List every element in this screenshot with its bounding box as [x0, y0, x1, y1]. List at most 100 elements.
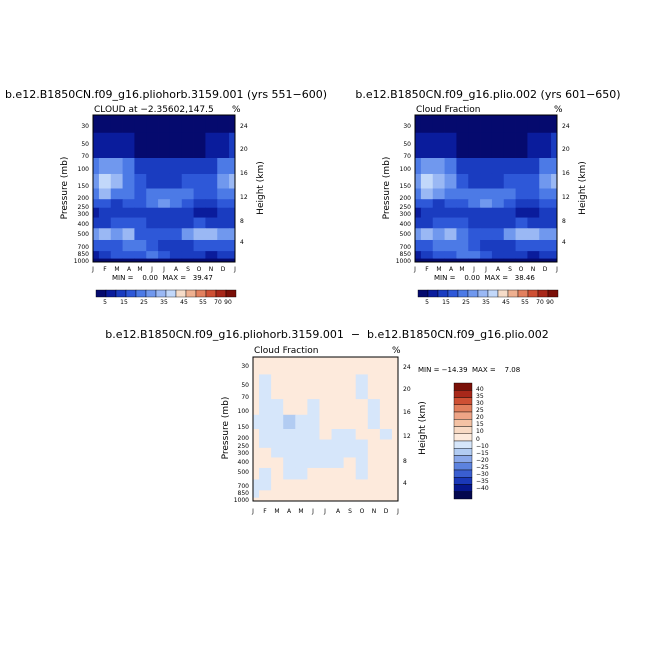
y-tick: 150	[400, 183, 412, 190]
x-tick: J	[162, 266, 165, 273]
heatmap-cell	[367, 497, 381, 502]
y-tick: 500	[238, 469, 250, 476]
heatmap-cell	[259, 429, 272, 440]
heatmap-cell	[229, 115, 236, 134]
colorbar-swatch	[225, 289, 237, 298]
heatmap-cell	[491, 258, 505, 263]
x-tick: A	[174, 266, 179, 273]
heatmap-cell	[98, 188, 112, 200]
colorbar-swatch	[453, 419, 473, 427]
x-tick: F	[425, 266, 429, 273]
heatmap-cell	[367, 429, 381, 440]
panel-2-stats: MIN = 0.00 MAX = 38.46	[434, 274, 535, 282]
heatmap-cell	[229, 239, 236, 252]
heatmap-cell	[93, 188, 100, 200]
heatmap-cell	[468, 258, 481, 263]
heatmap-cell	[539, 199, 552, 209]
heatmap-cell	[134, 188, 147, 200]
colorbar-label: 45	[502, 299, 510, 306]
heatmap-cell	[491, 228, 505, 241]
x-tick: N	[209, 266, 214, 273]
heatmap-cell	[110, 217, 123, 229]
heatmap-cell	[367, 414, 381, 430]
heatmap-cell	[205, 217, 218, 229]
x-tick: A	[496, 266, 501, 273]
panel-2-colorbar	[417, 289, 559, 298]
heatmap-cell	[93, 173, 100, 189]
colorbar-swatch	[205, 289, 217, 298]
heatmap-cell	[367, 399, 381, 416]
heatmap-cell	[93, 199, 100, 209]
colorbar-swatch	[453, 491, 473, 500]
heatmap-cell	[527, 132, 540, 159]
heatmap-cell	[539, 115, 552, 134]
heatmap-cell	[146, 217, 159, 229]
y-tick-right: 8	[403, 458, 407, 465]
heatmap-cell	[456, 173, 469, 189]
heatmap-cell	[480, 258, 493, 263]
heatmap-cell	[539, 132, 552, 159]
heatmap-cell	[283, 479, 296, 491]
heatmap-cell	[169, 158, 183, 175]
x-tick: M	[436, 266, 441, 273]
heatmap-cell	[169, 188, 183, 200]
x-tick: J	[150, 266, 153, 273]
y-tick-right: 4	[240, 239, 244, 246]
heatmap-cell	[319, 467, 332, 480]
heatmap-cell	[432, 188, 445, 200]
heatmap-cell	[217, 173, 230, 189]
colorbar-label: 30	[476, 400, 484, 407]
panel-3-y-ticks: 30 50 70 100 150 200 250 300 400 500 700…	[234, 363, 249, 504]
heatmap-cell	[503, 158, 516, 175]
heatmap-cell	[134, 217, 147, 229]
panel-3-y-ticks-right: 24 20 16 12 8 4	[403, 364, 411, 487]
colorbar-swatch	[453, 455, 473, 463]
heatmap-cell	[93, 207, 100, 218]
heatmap-cell	[169, 239, 183, 252]
heatmap-cell	[193, 217, 206, 229]
heatmap-cell	[444, 173, 457, 189]
y-tick: 70	[241, 394, 249, 401]
heatmap-cell	[367, 479, 381, 491]
colorbar-label: −20	[476, 457, 489, 464]
heatmap-cell	[122, 132, 135, 159]
heatmap-cell	[217, 199, 230, 209]
heatmap-cell	[217, 115, 230, 134]
heatmap-cell	[444, 115, 457, 134]
heatmap-cell	[503, 173, 516, 189]
panel-1-frame	[92, 114, 236, 263]
heatmap-cell	[367, 374, 381, 400]
heatmap-cell	[181, 207, 194, 218]
colorbar-swatch	[155, 289, 167, 298]
heatmap-cell	[158, 258, 171, 263]
heatmap-cell	[253, 414, 260, 430]
heatmap-cell	[110, 158, 123, 175]
heatmap-cell	[146, 228, 159, 241]
x-tick: J	[323, 508, 326, 515]
y-tick-right: 20	[403, 386, 411, 393]
x-tick: A	[449, 266, 454, 273]
heatmap-cell	[468, 132, 481, 159]
heatmap-cell	[134, 158, 147, 175]
heatmap-cell	[515, 207, 528, 218]
colorbar-label: 35	[476, 393, 484, 400]
heatmap-cell	[271, 479, 284, 491]
heatmap-cell	[527, 115, 540, 134]
heatmap-cell	[420, 239, 434, 252]
y-tick-right: 24	[562, 123, 570, 130]
panel-1-subtitle: CLOUD at −2.35602,147.5	[94, 105, 214, 115]
heatmap-cell	[122, 173, 135, 189]
heatmap-cell	[480, 228, 493, 241]
heatmap-cell	[193, 158, 206, 175]
colorbar-label: 15	[476, 421, 484, 428]
heatmap-cell	[271, 447, 284, 458]
heatmap-cell	[515, 132, 528, 159]
heatmap-cell	[229, 188, 236, 200]
heatmap-cell	[146, 239, 159, 252]
heatmap-cell	[98, 158, 112, 175]
heatmap-cell	[331, 399, 345, 416]
colorbar-label: 25	[462, 299, 470, 306]
heatmap-cell	[331, 490, 345, 499]
heatmap-cell	[379, 439, 393, 449]
heatmap-cell	[271, 497, 284, 502]
